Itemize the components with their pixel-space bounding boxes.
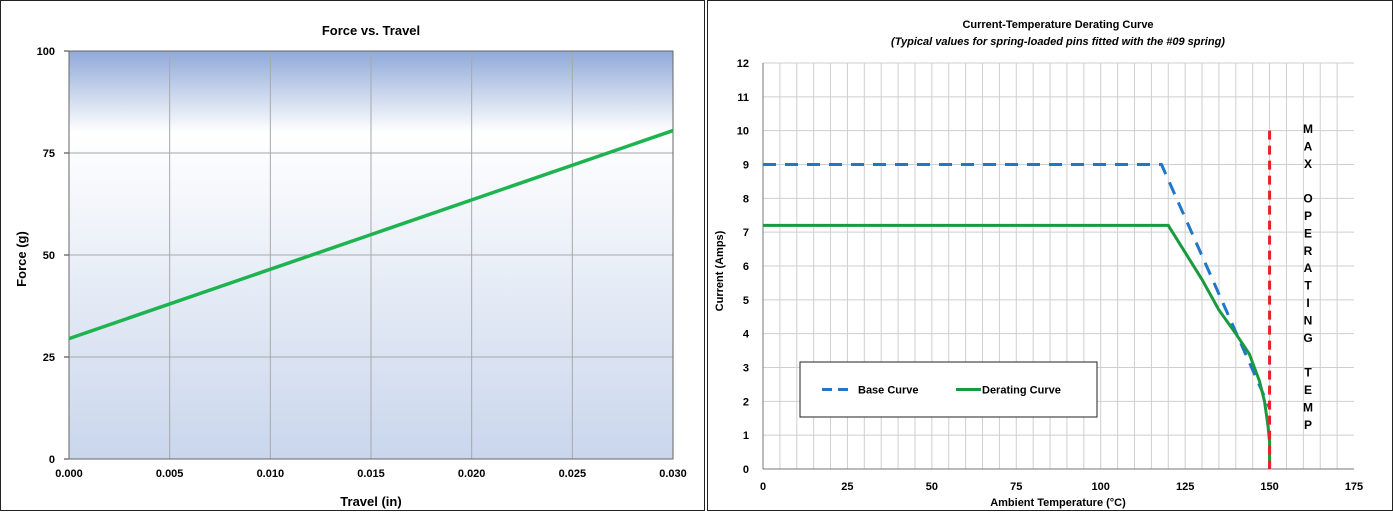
max-operating-temp-letter: T [1304,279,1312,293]
x-tick-label: 0.010 [257,468,285,480]
x-tick-label: 0.030 [659,468,687,480]
max-operating-temp-letter: E [1304,383,1312,397]
y-tick-label: 6 [743,261,749,273]
max-operating-temp-letter: M [1303,400,1313,414]
y-tick-label: 8 [743,193,749,205]
y-tick-label: 100 [37,46,55,58]
x-tick-label: 100 [1092,481,1110,493]
force-travel-chart-panel: Force vs. Travel Travel (in) Force (g) 0… [0,0,705,511]
max-operating-temp-letter: A [1304,261,1313,275]
x-tick-label: 0.005 [156,468,184,480]
y-tick-label: 0 [49,454,55,466]
y-tick-label: 12 [737,58,749,70]
max-operating-temp-letter: A [1304,139,1313,153]
x-tick-label: 0.025 [559,468,587,480]
max-operating-temp-letter: P [1304,418,1312,432]
chart-subtitle: (Typical values for spring-loaded pins f… [891,36,1225,48]
y-tick-label: 4 [743,329,750,341]
max-operating-temp-letter: P [1304,209,1312,223]
chart-title: Current-Temperature Derating Curve [962,19,1153,31]
y-tick-label: 50 [43,250,55,262]
max-operating-temp-letter: T [1304,366,1312,380]
y-tick-label: 9 [743,160,749,172]
force-travel-chart: Force vs. Travel Travel (in) Force (g) 0… [1,1,704,510]
y-axis-label: Current (Amps) [714,230,726,311]
y-tick-label: 10 [737,126,749,138]
x-tick-label: 150 [1260,481,1278,493]
x-tick-label: 0 [760,481,766,493]
x-tick-label: 75 [1010,481,1022,493]
x-tick-label: 125 [1176,481,1194,493]
derating-chart: Current-Temperature Derating Curve (Typi… [708,1,1392,510]
y-tick-label: 1 [743,430,749,442]
x-tick-label: 50 [926,481,938,493]
y-tick-label: 3 [743,363,749,375]
max-operating-temp-letter: E [1304,226,1312,240]
y-tick-label: 75 [43,148,55,160]
max-operating-temp-letter: X [1304,157,1312,171]
max-operating-temp-letter: O [1303,192,1312,206]
x-axis-label: Ambient Temperature (°C) [990,497,1126,509]
max-operating-temp-letter: R [1304,244,1313,258]
legend-base-curve-label: Base Curve [858,385,919,397]
x-tick-label: 25 [841,481,853,493]
y-tick-label: 25 [43,352,55,364]
y-tick-label: 7 [743,227,749,239]
chart-title: Force vs. Travel [322,23,420,38]
max-operating-temp-letter: I [1306,296,1309,310]
x-axis-label: Travel (in) [340,494,401,509]
y-tick-label: 0 [743,464,749,476]
derating-chart-panel: Current-Temperature Derating Curve (Typi… [707,0,1393,511]
max-operating-temp-letter: M [1303,122,1313,136]
x-tick-label: 0.020 [458,468,486,480]
y-tick-label: 2 [743,396,749,408]
x-tick-label: 0.015 [357,468,385,480]
y-tick-label: 11 [737,92,749,104]
x-tick-label: 175 [1345,481,1363,493]
y-tick-label: 5 [743,295,749,307]
x-tick-label: 0.000 [55,468,83,480]
y-axis-label: Force (g) [14,231,29,287]
max-operating-temp-letter: G [1303,331,1312,345]
legend-derating-curve-label: Derating Curve [982,385,1061,397]
max-operating-temp-letter: N [1304,313,1313,327]
